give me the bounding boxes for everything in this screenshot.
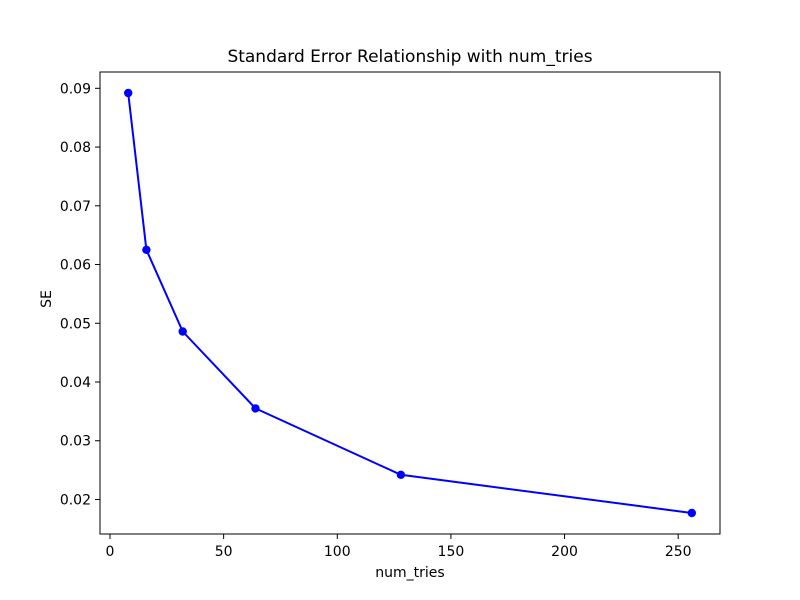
x-axis-label: num_tries xyxy=(375,565,444,581)
y-tick-label: 0.08 xyxy=(60,140,91,156)
x-tick-label: 250 xyxy=(665,544,692,560)
series-line xyxy=(127,92,693,514)
plot-frame xyxy=(99,71,721,535)
chart-title: Standard Error Relationship with num_tri… xyxy=(227,47,592,67)
x-tick-label: 150 xyxy=(438,544,465,560)
series-group xyxy=(124,88,696,518)
y-tick-label: 0.06 xyxy=(60,258,91,274)
data-point-marker xyxy=(251,404,260,413)
x-tick-label: 200 xyxy=(551,544,578,560)
data-point-marker xyxy=(687,508,696,518)
data-point-marker xyxy=(142,245,151,254)
y-tick-label: 0.02 xyxy=(60,492,91,508)
data-point-marker xyxy=(178,327,187,336)
y-tick-label: 0.04 xyxy=(60,375,91,391)
x-tick-label: 0 xyxy=(106,544,115,560)
x-axis-ticks: 0 50 100 150 200 250 xyxy=(106,534,692,560)
y-axis-label: SE xyxy=(39,290,55,308)
y-tick-label: 0.03 xyxy=(60,434,91,450)
y-tick-label: 0.05 xyxy=(60,316,91,332)
data-point-marker xyxy=(124,88,133,98)
x-tick-label: 50 xyxy=(215,544,233,560)
y-axis-ticks: 0.02 0.03 0.04 0.05 0.06 0.07 0.08 0.09 xyxy=(60,81,100,508)
y-tick-label: 0.09 xyxy=(60,81,91,97)
data-point-marker xyxy=(396,470,406,479)
x-tick-label: 100 xyxy=(324,544,351,560)
y-tick-label: 0.07 xyxy=(60,199,91,215)
